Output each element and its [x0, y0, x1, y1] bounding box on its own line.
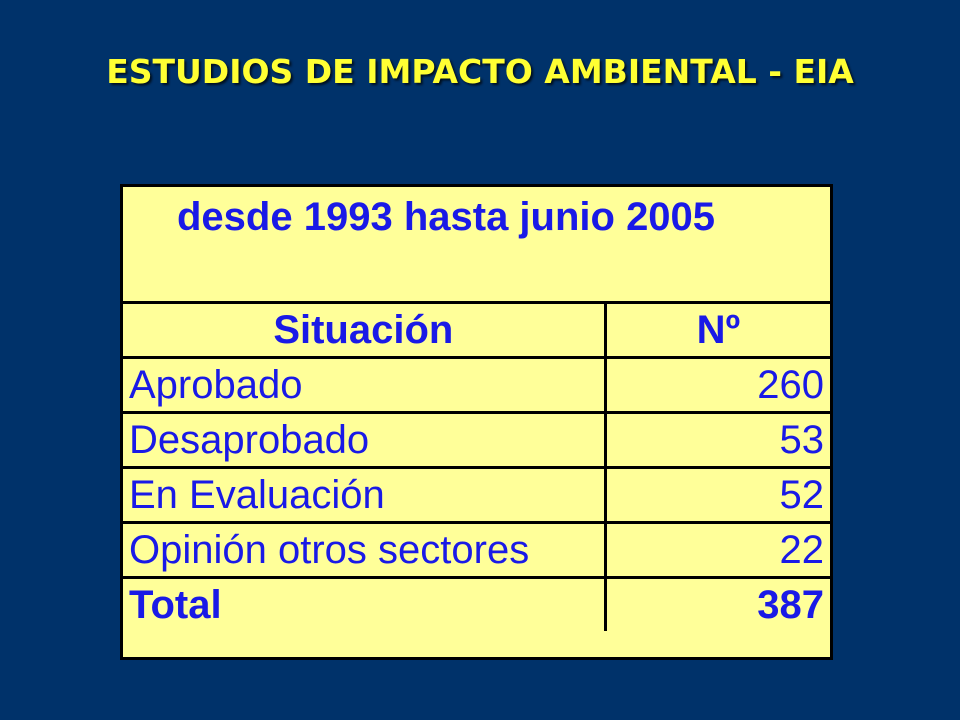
row-value: 260	[603, 356, 830, 414]
table-row: Opinión otros sectores 22	[123, 521, 830, 579]
column-header-numero: Nº	[603, 301, 830, 359]
table-row: Aprobado 260	[123, 356, 830, 414]
table-row: En Evaluación 52	[123, 466, 830, 524]
row-label: En Evaluación	[123, 466, 607, 524]
row-label: Desaprobado	[123, 411, 607, 469]
eia-table: desde 1993 hasta junio 2005 Situación Nº…	[120, 184, 833, 660]
table-header-cell: desde 1993 hasta junio 2005	[123, 187, 830, 299]
total-row: Total 387	[123, 576, 830, 631]
table-row: Desaprobado 53	[123, 411, 830, 469]
row-value: 22	[603, 521, 830, 579]
eia-data-grid: Situación Nº Aprobado 260 Desaprobado 53…	[123, 301, 830, 631]
total-value: 387	[603, 576, 830, 631]
slide-title: ESTUDIOS DE IMPACTO AMBIENTAL - EIA	[106, 52, 854, 91]
total-label: Total	[123, 576, 607, 631]
row-value: 52	[603, 466, 830, 524]
column-header-situacion: Situación	[123, 301, 607, 359]
table-subtitle: desde 1993 hasta junio 2005	[177, 195, 716, 239]
row-label: Opinión otros sectores	[123, 521, 607, 579]
table-header-row: Situación Nº	[123, 301, 830, 359]
row-label: Aprobado	[123, 356, 607, 414]
row-value: 53	[603, 411, 830, 469]
